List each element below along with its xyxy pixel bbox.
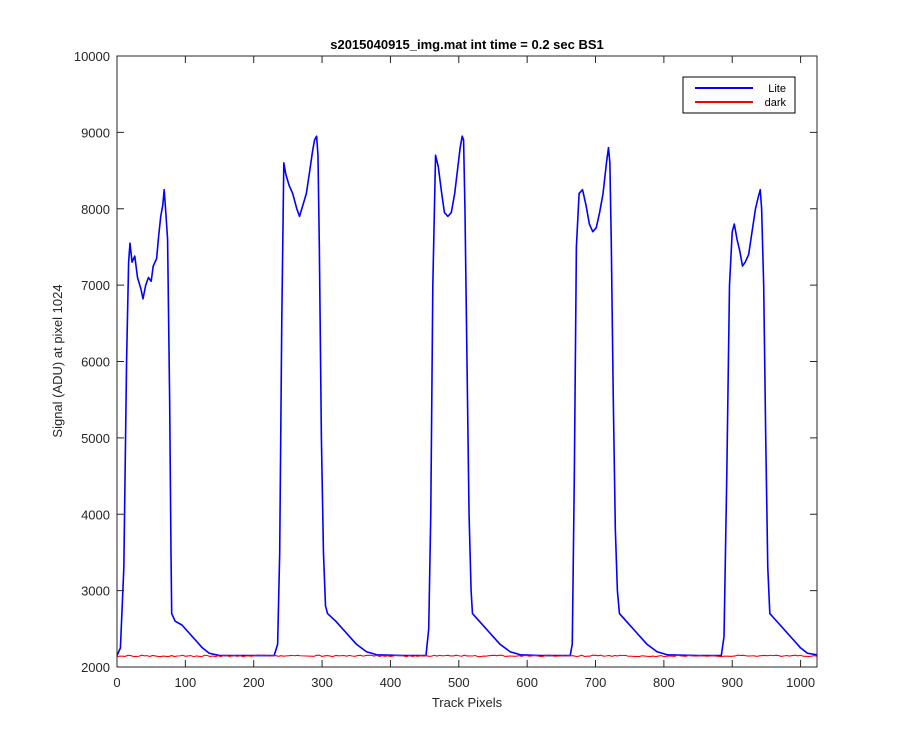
y-tick-label: 10000 [74, 49, 110, 64]
x-tick-label: 600 [516, 675, 538, 690]
x-tick-label: 800 [653, 675, 675, 690]
series-line-dark [116, 654, 818, 658]
y-tick-label: 3000 [81, 584, 110, 599]
x-tick-label: 400 [380, 675, 402, 690]
y-tick-label: 9000 [81, 125, 110, 140]
y-tick-label: 4000 [81, 507, 110, 522]
chart-title: s2015040915_img.mat int time = 0.2 sec B… [330, 37, 604, 52]
axes-layer: 0 100 200 300 400 500 600 700 800 900 1000 2000 3000… [74, 49, 818, 690]
y-tick-label: 8000 [81, 202, 110, 217]
y-tick-label: 7000 [81, 278, 110, 293]
legend-box [682, 76, 796, 114]
legend-label-lite: Lite [768, 83, 786, 95]
x-tick-label: 0 [113, 675, 120, 690]
x-tick-label: 200 [243, 675, 265, 690]
x-axis-label: Track Pixels [432, 695, 503, 710]
x-tick-label: 300 [311, 675, 333, 690]
series-line-lite [116, 135, 818, 657]
x-tick-label: 500 [448, 675, 470, 690]
series-layer [116, 135, 818, 658]
y-tick-label: 2000 [81, 660, 110, 675]
legend: Lite dark [682, 76, 796, 114]
y-axis-label: Signal (ADU) at pixel 1024 [50, 284, 65, 437]
x-tick-label: 700 [585, 675, 607, 690]
x-tick-label: 1000 [786, 675, 815, 690]
x-tick-label: 900 [721, 675, 743, 690]
y-tick-label: 6000 [81, 355, 110, 370]
x-tick-label: 100 [175, 675, 197, 690]
legend-label-dark: dark [765, 97, 787, 109]
y-tick-label: 5000 [81, 431, 110, 446]
